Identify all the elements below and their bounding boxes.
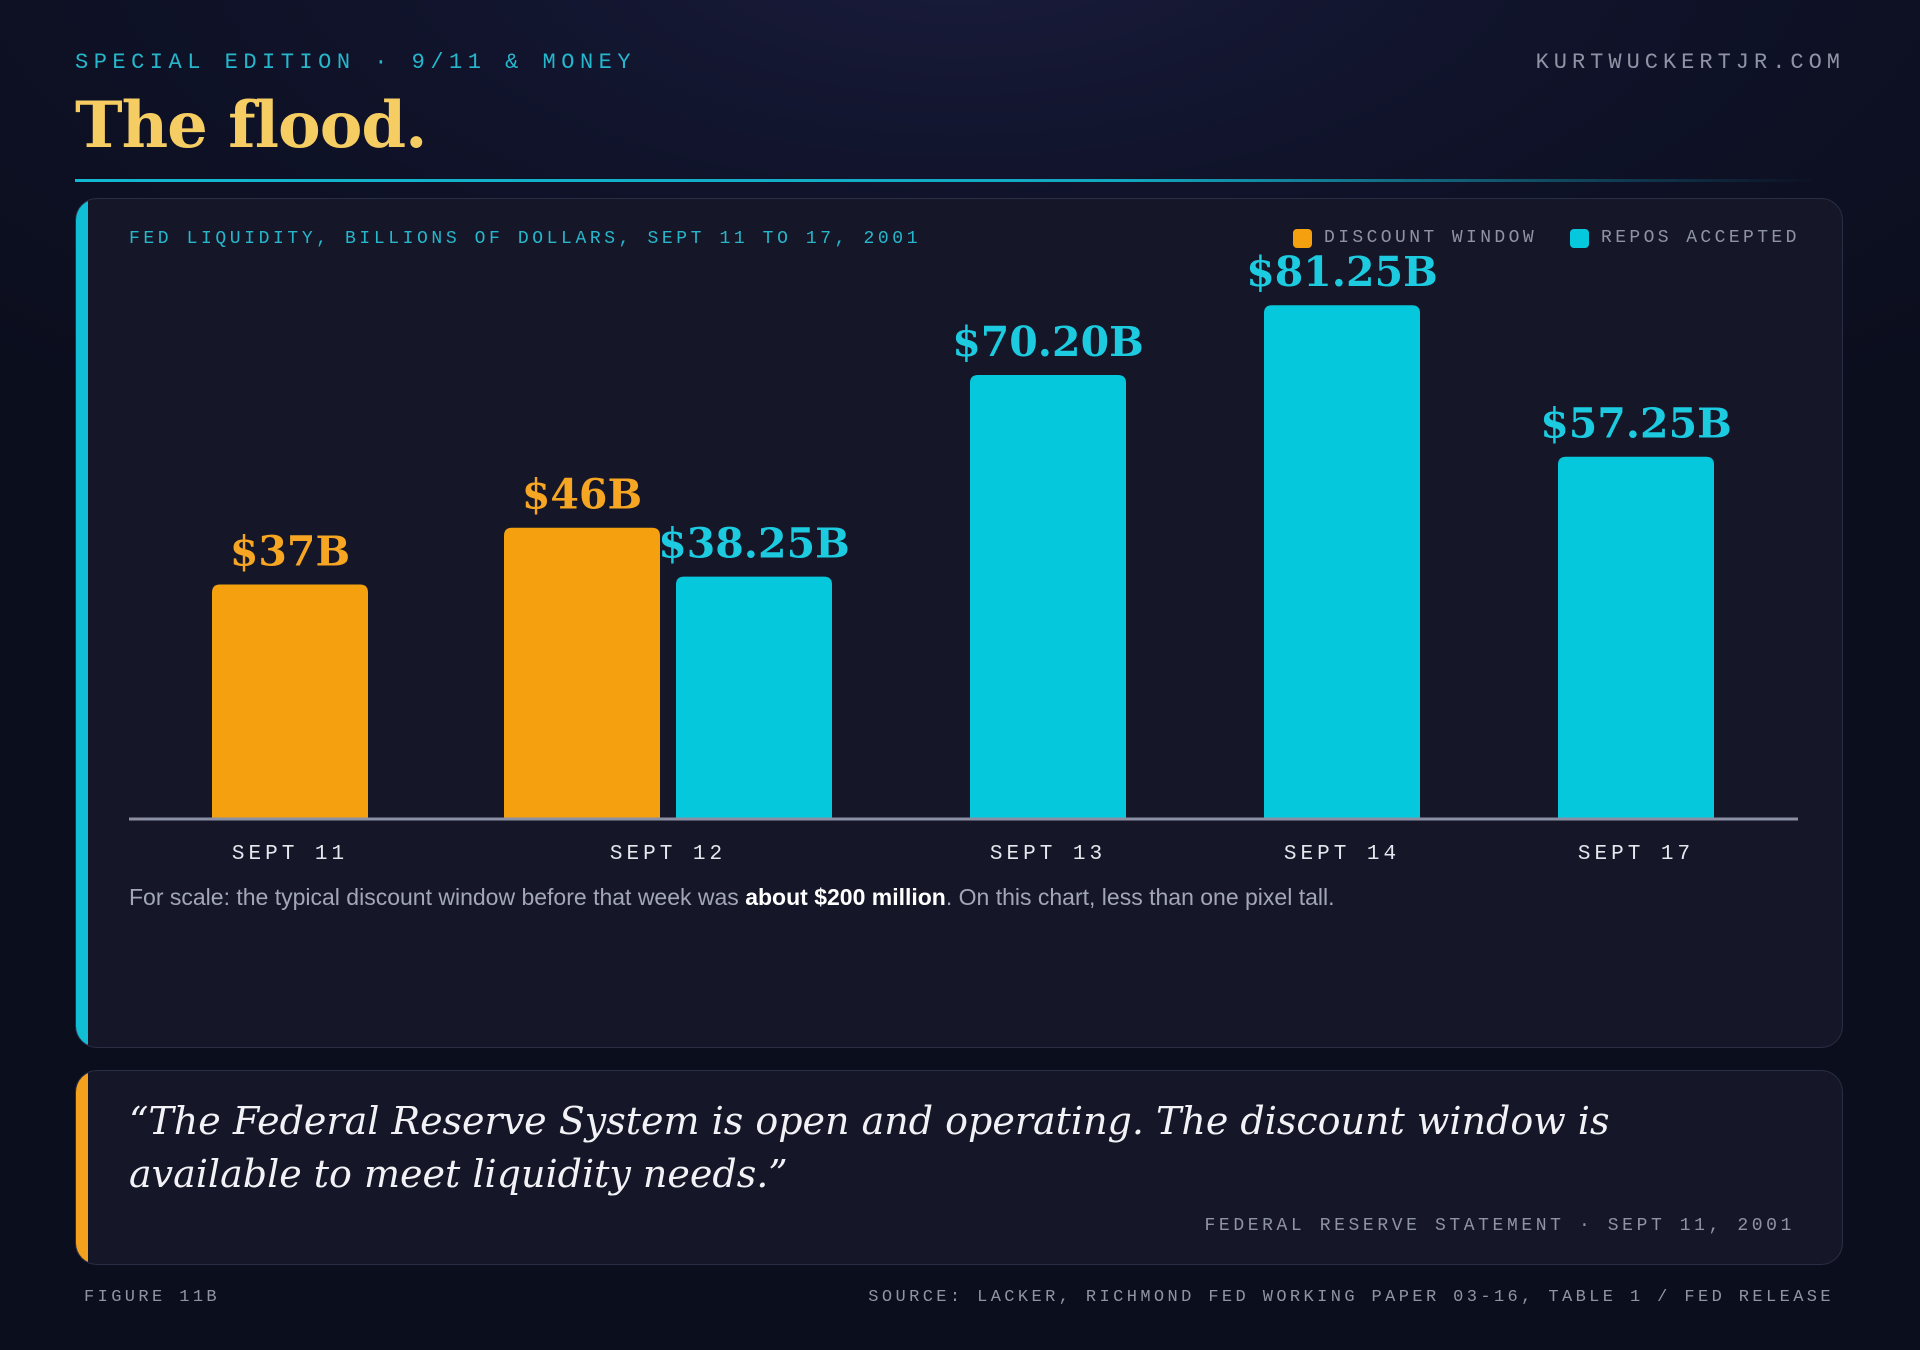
x-tick-label-3: SEPT 13 [990, 843, 1106, 866]
data-label-discount-window-1: $37B [230, 527, 350, 575]
legend-item-repos-accepted: REPOS ACCEPTED [1570, 228, 1800, 248]
edition-kicker: SPECIAL EDITION · 9/11 & MONEY [75, 50, 637, 75]
scale-note-text: For scale: the typical discount window b… [129, 884, 746, 910]
bar-repos-accepted-4 [1264, 305, 1420, 818]
chart-card [75, 198, 1843, 1048]
bar-repos-accepted-3 [970, 374, 1126, 818]
legend-item-discount-window: DISCOUNT WINDOW [1293, 228, 1537, 248]
data-label-repos-accepted-4: $81.25B [1246, 248, 1438, 296]
legend-label-repos-accepted: REPOS ACCEPTED [1601, 228, 1800, 248]
data-label-repos-accepted-5: $57.25B [1540, 400, 1732, 448]
x-tick-label-1: SEPT 11 [232, 843, 348, 866]
chart-title: FED LIQUIDITY, BILLIONS OF DOLLARS, SEPT… [129, 229, 922, 249]
figure-label: FIGURE 11B [84, 1288, 221, 1307]
bar-discount-window-2 [504, 527, 660, 818]
title-divider [75, 179, 1815, 182]
bar-repos-accepted-2 [676, 576, 832, 818]
quote-attribution: FEDERAL RESERVE STATEMENT · SEPT 11, 200… [1204, 1216, 1795, 1236]
scale-note-emphasis: about $200 million [745, 884, 946, 910]
legend-label-discount-window: DISCOUNT WINDOW [1324, 228, 1538, 248]
data-label-repos-accepted-2: $38.25B [658, 520, 850, 568]
site-name[interactable]: KURTWUCKERTJR.COM [1535, 50, 1845, 75]
page-title: The flood. [75, 88, 427, 163]
legend-swatch-repos-accepted [1570, 228, 1589, 248]
quote-card [75, 1070, 1843, 1265]
x-tick-label-4: SEPT 14 [1284, 843, 1400, 866]
bar-discount-window-1 [212, 584, 368, 818]
legend-swatch-discount-window [1293, 228, 1312, 248]
x-tick-label-2: SEPT 12 [610, 843, 726, 866]
data-label-repos-accepted-3: $70.20B [952, 318, 1144, 366]
scale-note: For scale: the typical discount window b… [129, 884, 1335, 911]
bar-repos-accepted-5 [1558, 456, 1714, 818]
scale-note-tail: . On this chart, less than one pixel tal… [945, 884, 1335, 910]
quote-text: “The Federal Reserve System is open and … [129, 1099, 1610, 1196]
data-label-discount-window-2: $46B [522, 471, 642, 519]
source-credit: SOURCE: LACKER, RICHMOND FED WORKING PAP… [868, 1288, 1834, 1307]
x-tick-label-5: SEPT 17 [1578, 843, 1694, 866]
